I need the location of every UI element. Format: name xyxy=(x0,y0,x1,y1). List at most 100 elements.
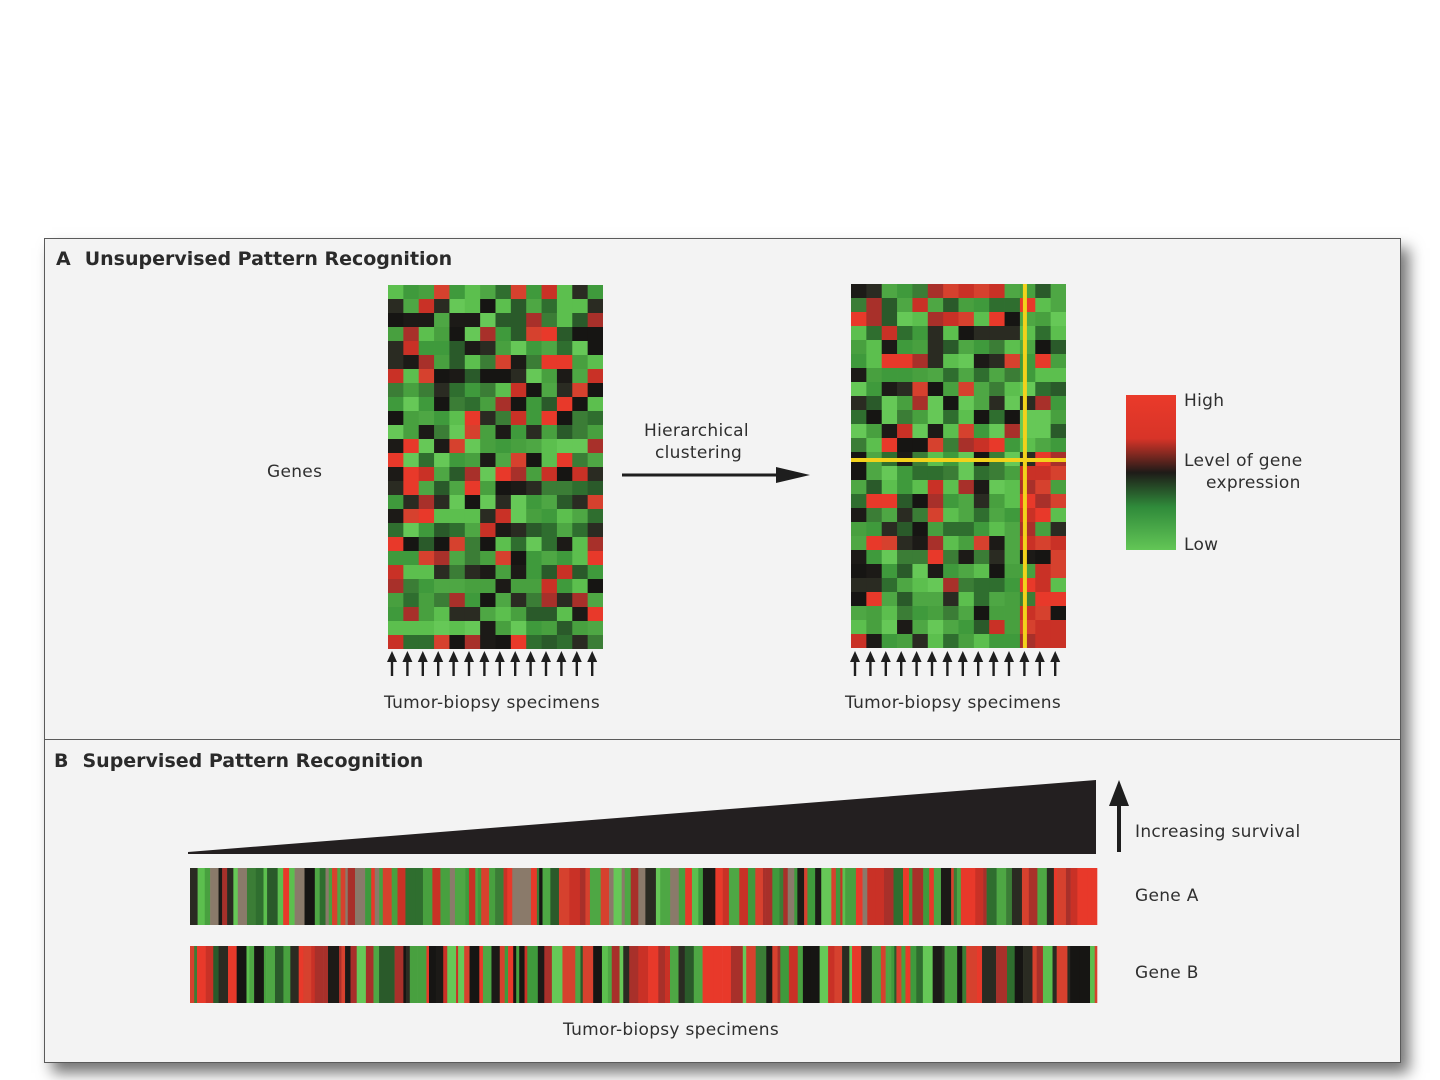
heatmap-cell xyxy=(927,438,944,453)
heatmap-cell xyxy=(572,509,589,524)
expression-stripe xyxy=(337,868,341,925)
heatmap-cell xyxy=(1004,508,1021,523)
specimen-arrow xyxy=(479,651,490,676)
heatmap-cell xyxy=(572,607,589,622)
expression-stripe xyxy=(886,868,894,925)
specimen-arrow xyxy=(911,651,922,676)
specimen-arrow xyxy=(525,651,536,676)
heatmap-cell xyxy=(480,551,496,566)
heatmap-cell xyxy=(480,355,496,370)
expression-stripe xyxy=(1046,868,1055,925)
heatmap-cell xyxy=(973,606,990,621)
expression-stripe xyxy=(394,946,404,1003)
heatmap-cell xyxy=(989,438,1005,453)
specimen-arrow xyxy=(1050,651,1061,676)
expression-stripe xyxy=(539,868,543,925)
heatmap-cell xyxy=(943,368,959,383)
heatmap-cell xyxy=(495,341,512,356)
expression-stripe xyxy=(787,868,795,925)
heatmap-cell xyxy=(449,509,466,524)
expression-stripe xyxy=(893,868,904,925)
heatmap-cell xyxy=(1035,368,1052,383)
heatmap-cell xyxy=(556,579,573,594)
heatmap-cell xyxy=(464,551,481,566)
heatmap-cell xyxy=(541,285,558,300)
expression-stripe xyxy=(845,868,857,925)
heatmap-cell xyxy=(989,368,1005,383)
heatmap-cell xyxy=(927,410,944,425)
heatmap-cell xyxy=(897,424,913,439)
heatmap-cell xyxy=(403,607,420,622)
heatmap-cell xyxy=(495,355,512,370)
heatmap-cell xyxy=(464,481,481,496)
heatmap-cell xyxy=(1004,466,1021,481)
expression-stripe xyxy=(507,868,513,925)
heatmap-cell xyxy=(912,592,929,607)
expression-stripe xyxy=(609,868,614,925)
heatmap-cell xyxy=(881,284,898,299)
heatmap-cell xyxy=(495,621,512,636)
expression-stripe xyxy=(746,946,757,1003)
heatmap-cell xyxy=(1050,354,1066,369)
heatmap-cell xyxy=(388,481,404,496)
heatmap-cell xyxy=(510,453,527,468)
heatmap-cell xyxy=(912,284,929,299)
heatmap-cell xyxy=(541,495,558,510)
heatmap-clustered xyxy=(851,284,1066,648)
heatmap-cell xyxy=(851,340,867,355)
expression-stripe xyxy=(953,868,958,925)
heatmap-cell xyxy=(973,536,990,551)
expression-stripe xyxy=(660,868,671,925)
heatmap-cell xyxy=(851,578,867,593)
expression-stripe xyxy=(957,946,963,1003)
heatmap-cell xyxy=(927,326,944,341)
heatmap-cell xyxy=(881,634,898,648)
expression-stripe xyxy=(788,946,799,1003)
heatmap-cell xyxy=(851,508,867,523)
heatmap-cell xyxy=(464,313,481,328)
heatmap-cell xyxy=(943,326,959,341)
heatmap-cell xyxy=(866,480,883,495)
heatmap-cell xyxy=(897,410,913,425)
heatmap-cell xyxy=(1050,592,1066,607)
heatmap-cell xyxy=(464,299,481,314)
expression-stripe xyxy=(374,868,380,925)
heatmap-cell xyxy=(388,495,404,510)
expression-stripe xyxy=(834,946,843,1003)
heatmap-cell xyxy=(464,509,481,524)
expression-stripe xyxy=(794,868,798,925)
heatmap-cell xyxy=(510,579,527,594)
heatmap-cell xyxy=(851,606,867,621)
heatmap-cell xyxy=(388,635,404,649)
expression-stripe xyxy=(891,946,895,1003)
expression-stripe xyxy=(670,868,680,925)
heatmap-cell xyxy=(434,495,450,510)
heatmap-cell xyxy=(927,578,944,593)
heatmap-cell xyxy=(556,593,573,608)
heatmap-cell xyxy=(851,396,867,411)
heatmap-cell xyxy=(1035,578,1052,593)
heatmap-cell xyxy=(973,480,990,495)
expression-stripe xyxy=(204,868,211,925)
heatmap-cell xyxy=(403,355,420,370)
heatmap-cell xyxy=(958,340,975,355)
heatmap-cell xyxy=(526,425,542,440)
heatmap-cell xyxy=(587,495,603,510)
expression-stripe xyxy=(600,868,610,925)
heatmap-cell xyxy=(1050,424,1066,439)
expression-stripe xyxy=(325,868,330,925)
heatmap-cell xyxy=(897,522,913,537)
heatmap-cell xyxy=(449,327,466,342)
heatmap-cell xyxy=(418,355,435,370)
heatmap-cell xyxy=(1035,620,1052,635)
expression-stripe xyxy=(831,868,837,925)
expression-stripe xyxy=(458,946,465,1003)
expression-stripe xyxy=(218,868,223,925)
survival-wedge xyxy=(188,780,1096,854)
heatmap-cell xyxy=(418,383,435,398)
heatmap-cell xyxy=(449,607,466,622)
heatmap-cell xyxy=(881,396,898,411)
heatmap-cell xyxy=(403,369,420,384)
expression-stripe xyxy=(802,946,812,1003)
heatmap-cell xyxy=(866,592,883,607)
